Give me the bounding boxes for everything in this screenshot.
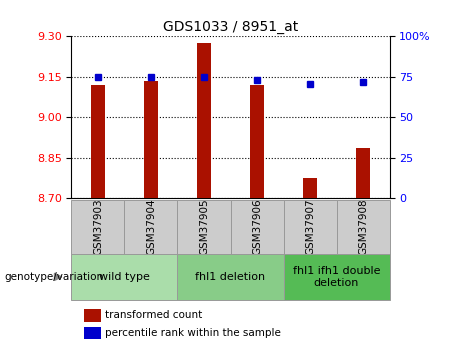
Text: transformed count: transformed count — [105, 310, 202, 320]
Bar — [144, 81, 158, 198]
Text: GSM37903: GSM37903 — [93, 198, 103, 255]
Bar — [230, 200, 284, 254]
Bar — [303, 178, 317, 198]
Bar — [71, 200, 124, 254]
Text: GSM37905: GSM37905 — [199, 198, 209, 255]
Bar — [84, 327, 101, 339]
Bar — [91, 85, 105, 198]
Text: GSM37904: GSM37904 — [146, 198, 156, 255]
Text: fhl1 ifh1 double
deletion: fhl1 ifh1 double deletion — [293, 266, 380, 288]
Bar — [177, 200, 230, 254]
Text: genotype/variation: genotype/variation — [5, 272, 104, 282]
Bar — [337, 200, 390, 254]
Bar — [284, 254, 390, 300]
Text: GSM37908: GSM37908 — [358, 198, 368, 255]
Text: GSM37907: GSM37907 — [305, 198, 315, 255]
Bar — [84, 309, 101, 322]
Text: GSM37906: GSM37906 — [252, 198, 262, 255]
Bar — [284, 200, 337, 254]
Title: GDS1033 / 8951_at: GDS1033 / 8951_at — [163, 20, 298, 34]
Bar — [71, 254, 177, 300]
Bar — [250, 85, 264, 198]
Text: percentile rank within the sample: percentile rank within the sample — [105, 328, 281, 337]
Text: fhl1 deletion: fhl1 deletion — [195, 272, 266, 282]
Bar — [356, 148, 370, 198]
Bar — [124, 200, 177, 254]
Text: wild type: wild type — [99, 272, 150, 282]
Bar — [197, 43, 211, 198]
Bar — [177, 254, 284, 300]
